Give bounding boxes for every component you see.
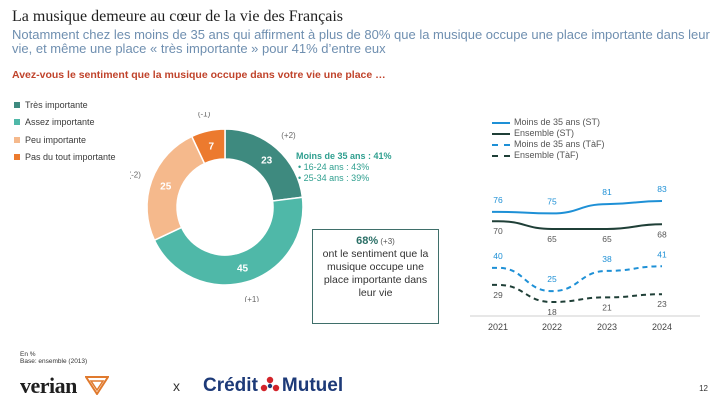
page-subtitle: Notamment chez les moins de 35 ans qui a… bbox=[12, 27, 710, 56]
legend-label: Peu importante bbox=[25, 134, 87, 145]
verian-logo: verian bbox=[20, 373, 110, 399]
line-legend-swatch bbox=[492, 132, 510, 135]
series-data-label: 18 bbox=[547, 307, 557, 317]
series-line bbox=[492, 283, 663, 304]
line-legend-item: Moins de 35 ans (ST) bbox=[492, 117, 605, 128]
summary-text: ont le sentiment que la musique occupe u… bbox=[322, 248, 429, 299]
series-data-label: 68 bbox=[657, 229, 667, 239]
donut-evolution-label: (+1) bbox=[245, 295, 260, 302]
page-title: La musique demeure au cœur de la vie des… bbox=[12, 8, 343, 25]
donut-value-label: 45 bbox=[237, 263, 249, 274]
donut-chart: 23 45 25 7 (+2) (+1) (-2) (-1) bbox=[130, 112, 304, 302]
donut-legend: Très importante Assez importante Peu imp… bbox=[14, 96, 116, 166]
series-data-label: 65 bbox=[547, 234, 557, 244]
age-callout: Moins de 35 ans : 41% • 16-24 ans : 43% … bbox=[296, 151, 392, 184]
x-tick-label: 2024 bbox=[652, 322, 672, 332]
credit-mutuel-text-b: Mutuel bbox=[281, 375, 344, 396]
series-data-label: 23 bbox=[657, 299, 667, 309]
legend-swatch bbox=[14, 154, 20, 161]
line-legend-item: Moins de 35 ans (TàF) bbox=[492, 139, 605, 150]
verian-logo-icon bbox=[84, 376, 110, 396]
line-legend-label: Ensemble (ST) bbox=[514, 128, 575, 138]
survey-question: Avez-vous le sentiment que la musique oc… bbox=[12, 69, 386, 81]
verian-logo-text: verian bbox=[20, 373, 77, 398]
line-legend-swatch bbox=[492, 143, 510, 146]
footnote-unit: En % bbox=[20, 351, 36, 358]
series-data-label: 40 bbox=[493, 251, 503, 261]
line-legend-swatch bbox=[492, 121, 510, 124]
callout-sub-16-24: • 16-24 ans : 43% bbox=[298, 162, 370, 172]
footnote: En % Base: ensemble (2013) bbox=[20, 351, 87, 365]
line-legend-item: Ensemble (ST) bbox=[492, 128, 605, 139]
series-line bbox=[492, 200, 663, 215]
series-data-label: 29 bbox=[493, 290, 503, 300]
callout-heading: Moins de 35 ans : 41% bbox=[296, 151, 392, 161]
series-data-label: 76 bbox=[493, 195, 503, 205]
x-tick-label: 2021 bbox=[488, 322, 508, 332]
credit-mutuel-emblem-icon bbox=[260, 376, 280, 392]
legend-label: Pas du tout importante bbox=[25, 152, 116, 163]
series-data-label: 81 bbox=[602, 187, 612, 197]
line-legend-label: Moins de 35 ans (TàF) bbox=[514, 139, 605, 149]
series-line bbox=[492, 265, 663, 293]
series-data-label: 65 bbox=[602, 234, 612, 244]
credit-mutuel-logo: Crédit Mutuel bbox=[203, 375, 343, 397]
page-number: 12 bbox=[699, 384, 708, 393]
series-line bbox=[492, 220, 663, 230]
line-legend-swatch bbox=[492, 154, 510, 157]
legend-item-assez-importante: Assez importante bbox=[14, 114, 116, 132]
series-data-label: 25 bbox=[547, 274, 557, 284]
donut-evolution-label: (+2) bbox=[281, 131, 296, 140]
donut-slice bbox=[146, 135, 206, 242]
legend-item-peu-importante: Peu importante bbox=[14, 131, 116, 149]
legend-label: Assez importante bbox=[25, 117, 95, 128]
x-tick-label: 2023 bbox=[597, 322, 617, 332]
line-legend-label: Ensemble (TàF) bbox=[514, 150, 579, 160]
legend-swatch bbox=[14, 136, 20, 143]
line-chart: 76 75 81 83 70 65 65 68 40 25 38 41 29 18 21 23 2021 2022… bbox=[470, 184, 700, 332]
logo-separator: x bbox=[173, 378, 180, 394]
donut-value-label: 7 bbox=[208, 142, 214, 153]
donut-slice bbox=[153, 196, 304, 286]
line-legend-item: Ensemble (TàF) bbox=[492, 150, 605, 161]
donut-evolution-label: (-2) bbox=[130, 170, 141, 179]
line-legend-label: Moins de 35 ans (ST) bbox=[514, 117, 601, 127]
summary-evolution: (+3) bbox=[378, 237, 395, 246]
legend-item-pas-du-tout: Pas du tout importante bbox=[14, 149, 116, 167]
series-data-label: 21 bbox=[602, 302, 612, 312]
legend-label: Très importante bbox=[25, 99, 88, 110]
credit-mutuel-text-a: Crédit bbox=[203, 375, 258, 396]
series-data-label: 70 bbox=[493, 226, 503, 236]
x-tick-label: 2022 bbox=[542, 322, 562, 332]
summary-box: 68% (+3) ont le sentiment que la musique… bbox=[312, 229, 439, 324]
series-data-label: 38 bbox=[602, 254, 612, 264]
legend-item-tres-importante: Très importante bbox=[14, 96, 116, 114]
donut-value-label: 25 bbox=[160, 182, 172, 193]
donut-value-label: 23 bbox=[261, 156, 273, 167]
series-data-label: 41 bbox=[657, 249, 667, 259]
legend-swatch bbox=[14, 119, 20, 126]
series-data-label: 75 bbox=[547, 196, 557, 206]
donut-slice bbox=[190, 128, 226, 165]
footnote-base: Base: ensemble (2013) bbox=[20, 358, 88, 365]
legend-swatch bbox=[14, 101, 20, 108]
callout-sub-25-34: • 25-34 ans : 39% bbox=[298, 173, 370, 183]
line-legend: Moins de 35 ans (ST) Ensemble (ST) Moins… bbox=[492, 117, 605, 161]
donut-evolution-label: (-1) bbox=[198, 112, 211, 118]
summary-percent: 68% bbox=[356, 235, 379, 247]
series-data-label: 83 bbox=[657, 184, 667, 194]
